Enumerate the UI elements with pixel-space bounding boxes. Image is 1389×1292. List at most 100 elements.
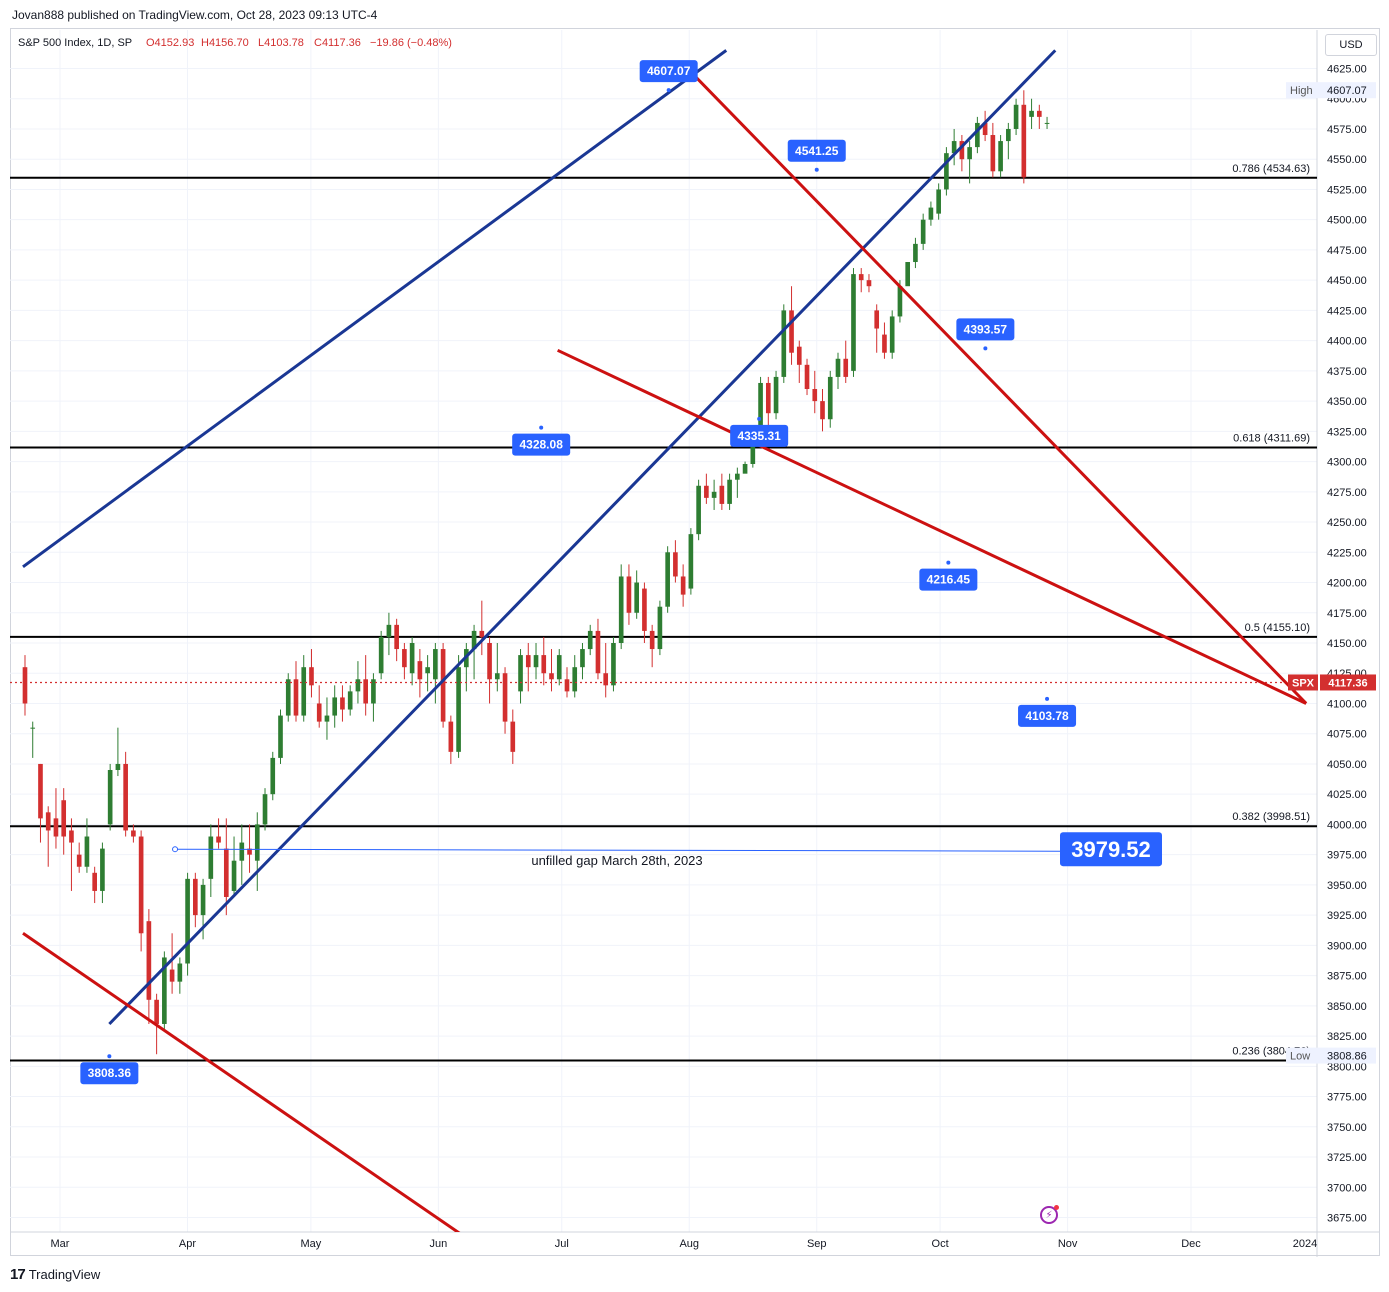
last-symbol-box xyxy=(1288,674,1318,691)
candle xyxy=(301,667,307,716)
y-tick-label: 4300.00 xyxy=(1327,457,1367,469)
candle xyxy=(162,957,167,1024)
candle xyxy=(1013,104,1019,129)
candle xyxy=(123,763,128,831)
candle xyxy=(649,630,655,650)
candle xyxy=(998,141,1003,172)
candle xyxy=(76,854,82,867)
candle xyxy=(386,624,392,637)
y-tick-label: 4150.00 xyxy=(1327,638,1367,650)
gap-price-box xyxy=(1060,832,1162,867)
currency-selector[interactable]: USD xyxy=(1325,34,1377,56)
candle xyxy=(719,485,725,504)
y-tick-label: 3850.00 xyxy=(1327,1001,1367,1013)
y-tick-label: 4425.00 xyxy=(1327,305,1367,317)
candle xyxy=(69,830,74,843)
legend-high: H4156.70 xyxy=(201,37,249,49)
chart-frame[interactable] xyxy=(10,28,1380,1256)
price-point xyxy=(1045,696,1050,701)
candle xyxy=(889,316,895,353)
candle xyxy=(177,963,183,982)
candle xyxy=(827,376,833,420)
lightning-icon[interactable]: ⚡ xyxy=(1040,1205,1059,1224)
legend-close: C4117.36 xyxy=(314,37,361,49)
candle xyxy=(820,401,825,420)
candle xyxy=(688,534,694,589)
candle xyxy=(812,389,818,402)
price-label: 3808.36 xyxy=(88,1066,132,1080)
candle xyxy=(394,624,399,650)
candle xyxy=(920,219,926,244)
price-label-box xyxy=(80,1062,139,1085)
y-tick-label: 3925.00 xyxy=(1327,910,1367,922)
y-tick-label: 4350.00 xyxy=(1327,396,1367,408)
axis-marker-value: 3808.86 xyxy=(1327,1051,1367,1063)
y-tick-label: 4100.00 xyxy=(1327,698,1367,710)
candle xyxy=(247,848,252,855)
price-point xyxy=(757,416,762,421)
candle xyxy=(742,463,748,474)
candle xyxy=(92,872,97,891)
candle xyxy=(254,824,260,861)
candle xyxy=(951,141,957,154)
x-tick-label: Dec xyxy=(1181,1238,1201,1250)
candle xyxy=(456,667,461,752)
x-tick-label: Jun xyxy=(429,1238,447,1250)
candle xyxy=(789,310,794,353)
price-label-box xyxy=(919,568,978,591)
candle xyxy=(711,491,717,498)
candle xyxy=(324,715,330,722)
axis-marker-label: Low xyxy=(1290,1051,1310,1063)
candle xyxy=(525,655,531,668)
candle xyxy=(657,606,663,650)
candle xyxy=(990,135,996,172)
price-label-box xyxy=(730,424,789,447)
candle xyxy=(773,376,779,414)
candle xyxy=(169,969,175,982)
candle xyxy=(100,848,105,891)
price-label-box xyxy=(956,318,1015,341)
candle xyxy=(665,552,670,607)
candle xyxy=(425,667,430,674)
x-tick-label: Apr xyxy=(179,1238,196,1250)
tradingview-brand[interactable]: 17 TradingView xyxy=(10,1266,100,1283)
candle xyxy=(146,921,152,1000)
grid-layer xyxy=(10,30,1380,1257)
candle xyxy=(959,141,965,160)
y-tick-label: 3775.00 xyxy=(1327,1092,1367,1104)
candle xyxy=(278,715,283,758)
candle xyxy=(363,679,368,704)
price-point xyxy=(983,346,988,351)
candle xyxy=(239,842,245,861)
candle xyxy=(936,189,941,214)
candle xyxy=(765,382,771,414)
price-label: 4607.07 xyxy=(647,64,691,78)
candle xyxy=(758,382,763,432)
candle xyxy=(448,721,454,752)
candle xyxy=(471,630,477,650)
gap-line xyxy=(175,848,1061,852)
candle xyxy=(587,630,593,650)
price-label: 4393.57 xyxy=(964,322,1008,336)
candle xyxy=(727,479,732,504)
candle xyxy=(1021,104,1027,178)
price-label-box xyxy=(639,60,698,83)
candle xyxy=(200,884,206,916)
candle xyxy=(882,334,887,353)
y-tick-label: 4000.00 xyxy=(1327,819,1367,831)
candle xyxy=(347,691,353,710)
candle xyxy=(1029,110,1034,117)
candle xyxy=(293,679,299,716)
candle xyxy=(494,673,500,680)
brand-label: TradingView xyxy=(28,1267,101,1282)
candle xyxy=(131,830,136,837)
candle xyxy=(750,431,756,464)
y-tick-label: 3675.00 xyxy=(1327,1213,1367,1225)
y-tick-label: 3975.00 xyxy=(1327,850,1367,862)
candle xyxy=(22,667,28,704)
trendlines xyxy=(22,49,1308,1232)
time-axis: Mar Apr May Jun Jul Aug Sep Oct Nov Dec 2024 xyxy=(51,1238,1318,1250)
price-point xyxy=(539,425,544,430)
candle xyxy=(564,679,570,692)
